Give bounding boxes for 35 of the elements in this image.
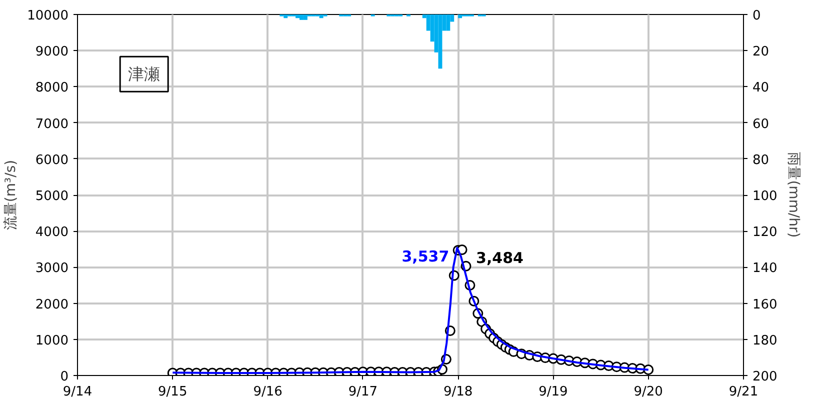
annotation: 3,537: [402, 247, 450, 266]
y2-tick-label: 60: [752, 116, 770, 132]
y2-tick-label: 160: [752, 297, 778, 312]
y2-tick-label: 100: [752, 189, 778, 204]
y-tick-label: 4000: [35, 225, 69, 240]
y-tick-label: 7000: [35, 116, 69, 132]
y2-tick-label: 140: [752, 261, 778, 276]
x-tick-label: 9/20: [634, 384, 663, 400]
x-tick-label: 9/16: [253, 384, 282, 400]
y-tick-label: 1000: [35, 333, 69, 348]
y2-tick-label: 20: [752, 44, 770, 60]
y2-tick-label: 200: [752, 370, 778, 384]
text: 津瀬: [128, 64, 160, 84]
annotation: 3,484: [476, 249, 524, 268]
y2-tick-label: 80: [752, 152, 770, 168]
y-tick-label: 9000: [35, 44, 69, 60]
x-tick-label: 9/17: [348, 384, 378, 400]
y2-tick-label: 120: [752, 225, 778, 240]
y2-tick-label: 180: [752, 333, 778, 348]
y-tick-label: 5000: [35, 189, 69, 204]
x-tick-label: 9/19: [538, 384, 568, 400]
x-tick-label: 9/14: [62, 384, 92, 400]
y-tick-label: 6000: [35, 152, 69, 168]
y-tick-label: 8000: [35, 80, 69, 96]
y-tick-label: 10000: [27, 8, 69, 24]
y-tick-label: 3000: [35, 261, 69, 276]
y2-tick-label: 0: [752, 8, 761, 24]
y2-axis-title: 雨量(mm/hr): [785, 152, 802, 238]
y2-tick-label: 40: [752, 80, 770, 96]
x-tick-label: 9/21: [728, 384, 758, 400]
x-tick-label: 9/15: [158, 384, 188, 400]
y-axis-title: 流量(m³/s): [3, 160, 20, 230]
y-tick-label: 2000: [35, 297, 69, 312]
y-tick-label: 0: [60, 370, 69, 384]
x-tick-label: 9/18: [443, 384, 473, 400]
